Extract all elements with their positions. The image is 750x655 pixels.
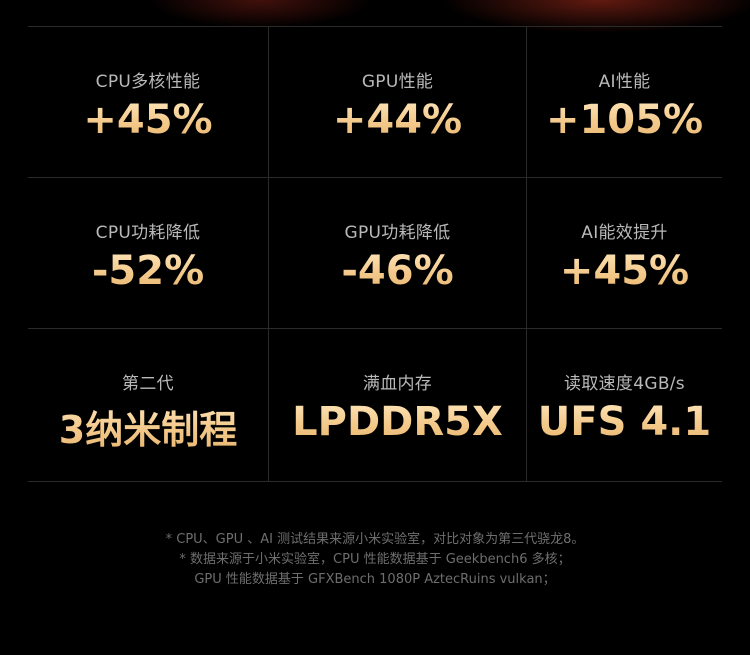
spec-row-performance: CPU多核性能 +45% GPU性能 +44% AI性能 +105% — [28, 26, 722, 177]
footnote-line: GPU 性能数据基于 GFXBench 1080P AztecRuins vul… — [194, 572, 556, 587]
spec-value: 3纳米制程 — [28, 399, 268, 454]
spec-value: +105% — [527, 97, 722, 143]
footnote-line: * CPU、GPU 、AI 测试结果来源小米实验室，对比对象为第三代骁龙8。 — [165, 532, 585, 547]
spec-label: GPU功耗降低 — [344, 223, 451, 243]
spec-cell-process: 第二代 3纳米制程 — [28, 329, 268, 481]
spec-label: GPU性能 — [361, 72, 434, 92]
spec-label: CPU功耗降低 — [95, 223, 201, 243]
spec-cell-cpu-power: CPU功耗降低 -52% — [28, 178, 268, 328]
spec-label: CPU多核性能 — [95, 72, 201, 92]
spec-cell-memory: 满血内存 LPDDR5X — [268, 329, 526, 481]
spec-label: AI性能 — [598, 72, 651, 92]
spec-label: AI能效提升 — [581, 223, 668, 243]
spec-row-hardware: 第二代 3纳米制程 满血内存 LPDDR5X 读取速度4GB/s UFS 4.1 — [28, 328, 722, 482]
spec-value: +45% — [28, 97, 268, 143]
spec-label: 满血内存 — [362, 374, 433, 394]
spec-row-efficiency: CPU功耗降低 -52% GPU功耗降低 -46% AI能效提升 +45% — [28, 177, 722, 328]
spec-cell-cpu-multicore: CPU多核性能 +45% — [28, 27, 268, 177]
spec-cell-gpu-power: GPU功耗降低 -46% — [268, 178, 526, 328]
spec-value: UFS 4.1 — [527, 399, 722, 445]
spec-value: +44% — [269, 97, 526, 143]
spec-cell-storage: 读取速度4GB/s UFS 4.1 — [526, 329, 722, 481]
spec-cell-ai-efficiency: AI能效提升 +45% — [526, 178, 722, 328]
spec-value: LPDDR5X — [269, 399, 526, 445]
spec-cell-gpu: GPU性能 +44% — [268, 27, 526, 177]
spec-value: +45% — [527, 248, 722, 294]
spec-label: 第二代 — [122, 374, 174, 394]
spec-label: 读取速度4GB/s — [564, 374, 685, 394]
footnotes: * CPU、GPU 、AI 测试结果来源小米实验室，对比对象为第三代骁龙8。 *… — [0, 530, 750, 590]
spec-cell-ai: AI性能 +105% — [526, 27, 722, 177]
top-glow-decoration — [0, 0, 750, 40]
spec-grid: CPU多核性能 +45% GPU性能 +44% AI性能 +105% CPU功耗… — [28, 26, 722, 482]
spec-value: -46% — [269, 248, 526, 294]
spec-value: -52% — [28, 248, 268, 294]
footnote-line: * 数据来源于小米实验室，CPU 性能数据基于 Geekbench6 多核； — [179, 552, 571, 567]
